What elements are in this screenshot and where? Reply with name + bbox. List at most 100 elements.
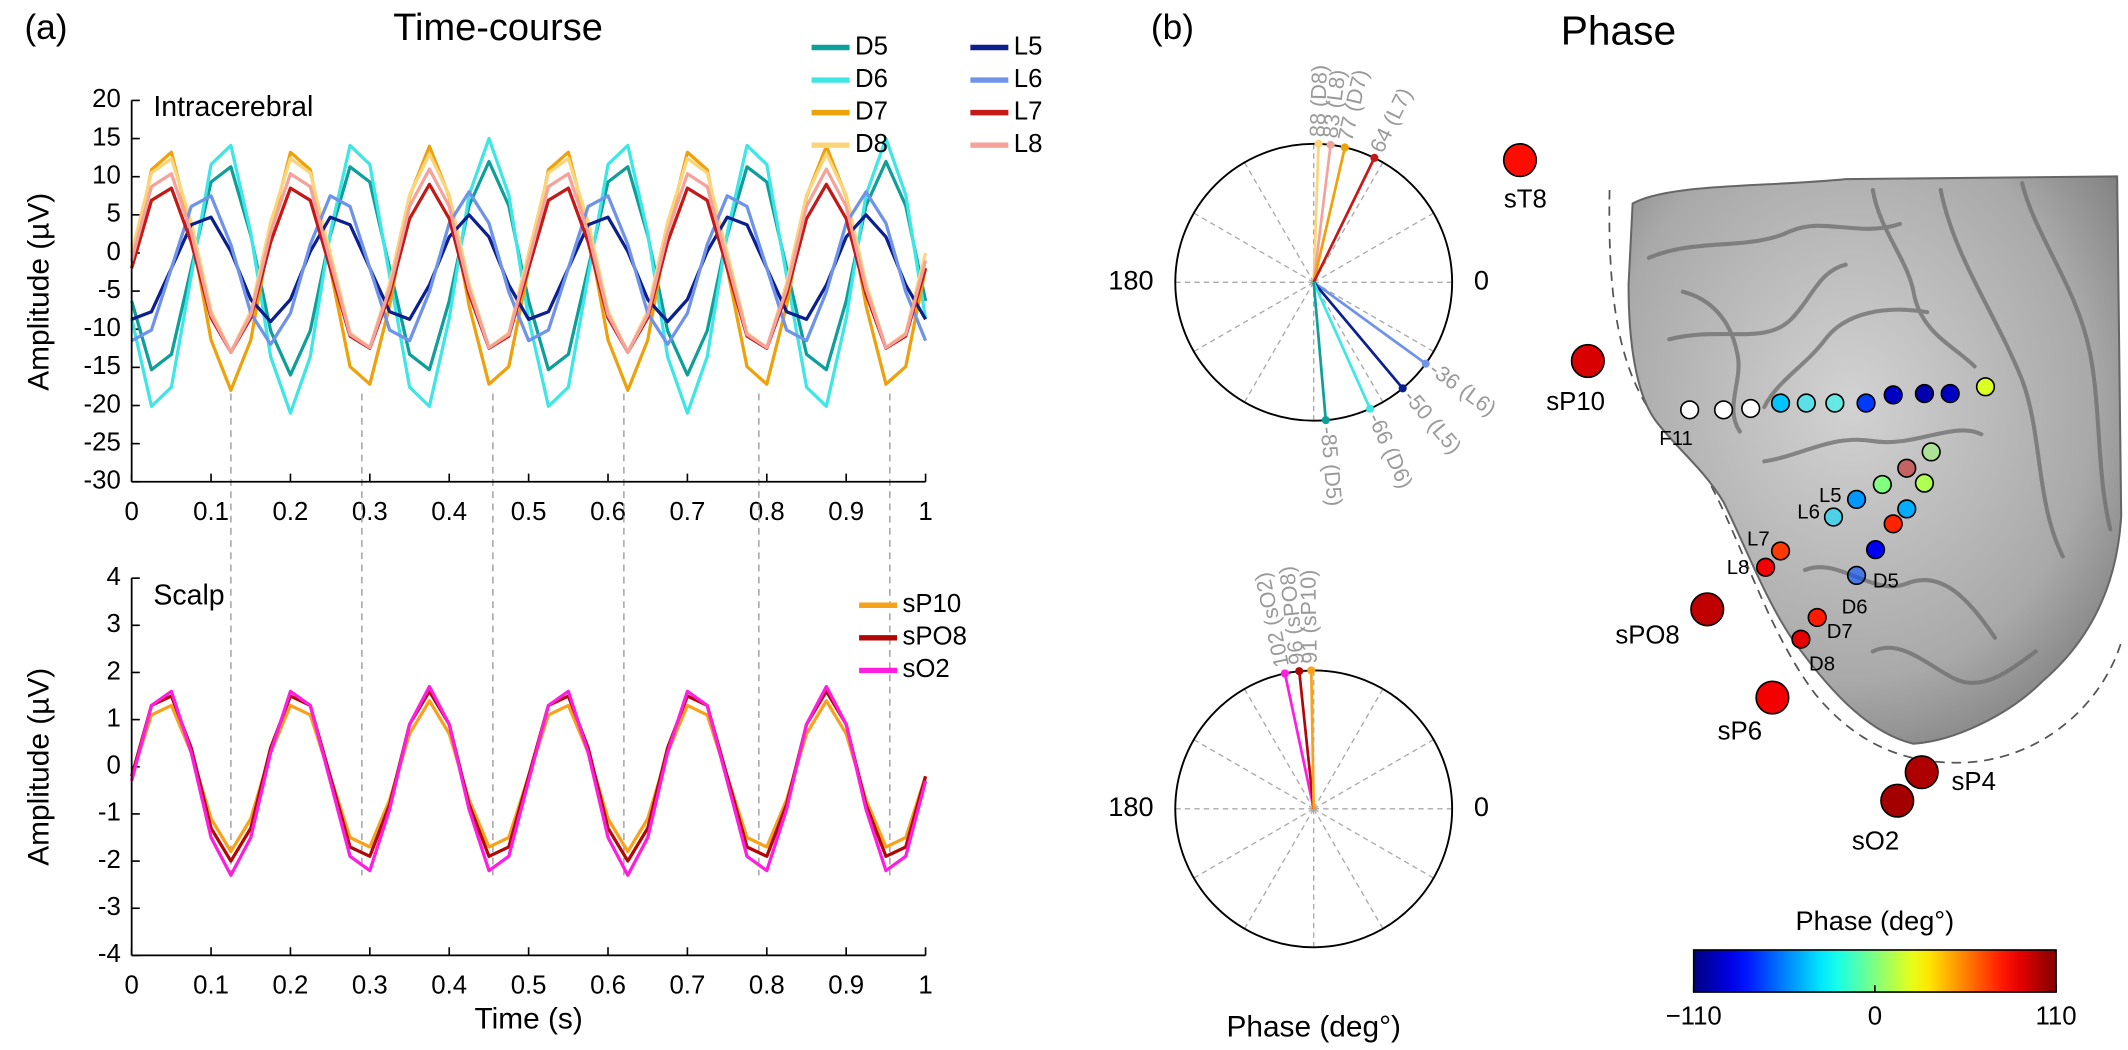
panel-label: (b) <box>1151 8 1194 47</box>
y-tick-label: 0 <box>106 238 120 266</box>
grid-spoke <box>1313 281 1384 403</box>
grid-spoke <box>1193 739 1315 810</box>
electrode <box>1679 400 1700 420</box>
electrode <box>1846 489 1867 510</box>
phase-dot <box>1365 404 1375 413</box>
x-axis-label: Phase (deg°) <box>1226 1011 1401 1044</box>
electrode <box>1856 393 1876 413</box>
phase-spoke <box>1312 147 1347 283</box>
phase-label: -66 (D6) <box>1363 409 1418 492</box>
electrode-label: L6 <box>1797 501 1820 523</box>
electrode-label: D6 <box>1842 596 1868 618</box>
x-tick-label: 0.2 <box>273 498 309 526</box>
electrode <box>1940 383 1960 404</box>
grid-spoke <box>1313 688 1384 810</box>
electrode <box>1502 143 1538 178</box>
electrode <box>1897 458 1917 478</box>
x-tick-label: 0.9 <box>828 971 864 999</box>
grid-spoke <box>1313 212 1434 283</box>
angle-tick-label: 0 <box>1474 264 1489 295</box>
grid-spoke <box>1193 212 1315 283</box>
electrode-label: sT8 <box>1504 186 1547 214</box>
grid-spoke <box>1243 808 1315 930</box>
y-tick-label: -30 <box>84 467 121 495</box>
x-tick-label: 0.7 <box>669 498 705 526</box>
electrode <box>1921 442 1941 462</box>
phase-dot <box>1398 384 1407 393</box>
grid-spoke <box>1243 162 1315 283</box>
grid-spoke <box>1313 281 1434 353</box>
angle-tick-label: 0 <box>1474 791 1489 822</box>
legend-label: D7 <box>855 97 888 125</box>
electrode-label: sO2 <box>1852 828 1899 856</box>
legend-label: L8 <box>1014 130 1043 158</box>
phase-label: -85 (D5) <box>1316 426 1348 507</box>
electrode-label: sP6 <box>1718 718 1762 746</box>
phase-spoke <box>1312 281 1404 390</box>
electrode-label: sP10 <box>1546 388 1605 416</box>
y-tick-label: -4 <box>98 940 121 968</box>
electrode <box>1690 592 1725 627</box>
angle-tick-label: 180 <box>1108 791 1153 822</box>
phase-spoke <box>1312 143 1320 283</box>
phase-spoke <box>1283 673 1316 810</box>
colorbar-title: Phase (deg°) <box>1796 905 1955 936</box>
y-tick-label: 10 <box>92 162 121 190</box>
y-tick-label: -2 <box>98 846 121 874</box>
x-tick-label: 0.4 <box>431 971 467 999</box>
phase-dot <box>1340 143 1349 152</box>
electrode <box>1883 514 1903 534</box>
x-tick-label: 0.5 <box>511 971 547 999</box>
electrode <box>1755 680 1790 715</box>
grid-spoke <box>1193 808 1315 879</box>
x-tick-label: 0.7 <box>669 971 705 999</box>
colorbar <box>1692 949 2057 993</box>
electrode <box>1865 539 1886 560</box>
x-tick-label: 0.8 <box>749 971 785 999</box>
chart-title: Time-course <box>393 7 603 49</box>
x-tick-label: 0.1 <box>193 498 229 526</box>
grid-spoke <box>1313 808 1434 879</box>
electrode <box>1846 565 1867 586</box>
brain-surface <box>1608 175 2124 764</box>
x-tick-label: 0.3 <box>352 498 388 526</box>
legend-label: L6 <box>1014 65 1043 93</box>
electrode <box>1825 393 1845 413</box>
electrode <box>1872 474 1892 495</box>
y-tick-label: 15 <box>92 123 121 151</box>
phase-dot <box>1326 140 1335 149</box>
x-axis-label: Time (s) <box>474 1002 582 1035</box>
electrode <box>1914 383 1935 404</box>
electrode <box>1914 473 1935 493</box>
y-tick-label: 3 <box>106 610 120 638</box>
phase-dot <box>1321 416 1330 425</box>
phase-dot <box>1280 669 1290 678</box>
angle-tick-label: 180 <box>1108 264 1153 295</box>
series-line <box>130 159 928 377</box>
electrode-label: D5 <box>1873 571 1899 593</box>
y-tick-label: -5 <box>98 276 121 304</box>
legend-label: D6 <box>855 65 888 93</box>
y-tick-label: 20 <box>92 85 121 113</box>
electrode <box>1770 393 1791 413</box>
electrode-label: D7 <box>1827 621 1853 643</box>
electrode <box>1975 377 1996 397</box>
phase-spoke <box>1312 281 1427 365</box>
phase-spoke <box>1309 670 1316 809</box>
phase-label: 91 (sP10) <box>1295 569 1322 664</box>
legend-label: D8 <box>855 130 888 158</box>
x-tick-label: 1 <box>918 971 932 999</box>
x-tick-label: 1 <box>918 498 932 526</box>
electrode <box>1755 557 1776 577</box>
y-axis-label: Amplitude (µV) <box>23 668 56 866</box>
electrode <box>1570 343 1605 379</box>
polar-circle <box>1174 142 1454 422</box>
y-tick-label: -20 <box>84 390 121 418</box>
electrode-label: L7 <box>1747 529 1770 551</box>
grid-spoke <box>1193 281 1315 353</box>
electrode-label: L5 <box>1819 485 1842 507</box>
electrode-label: F11 <box>1659 428 1693 450</box>
y-tick-label: 1 <box>106 704 120 732</box>
